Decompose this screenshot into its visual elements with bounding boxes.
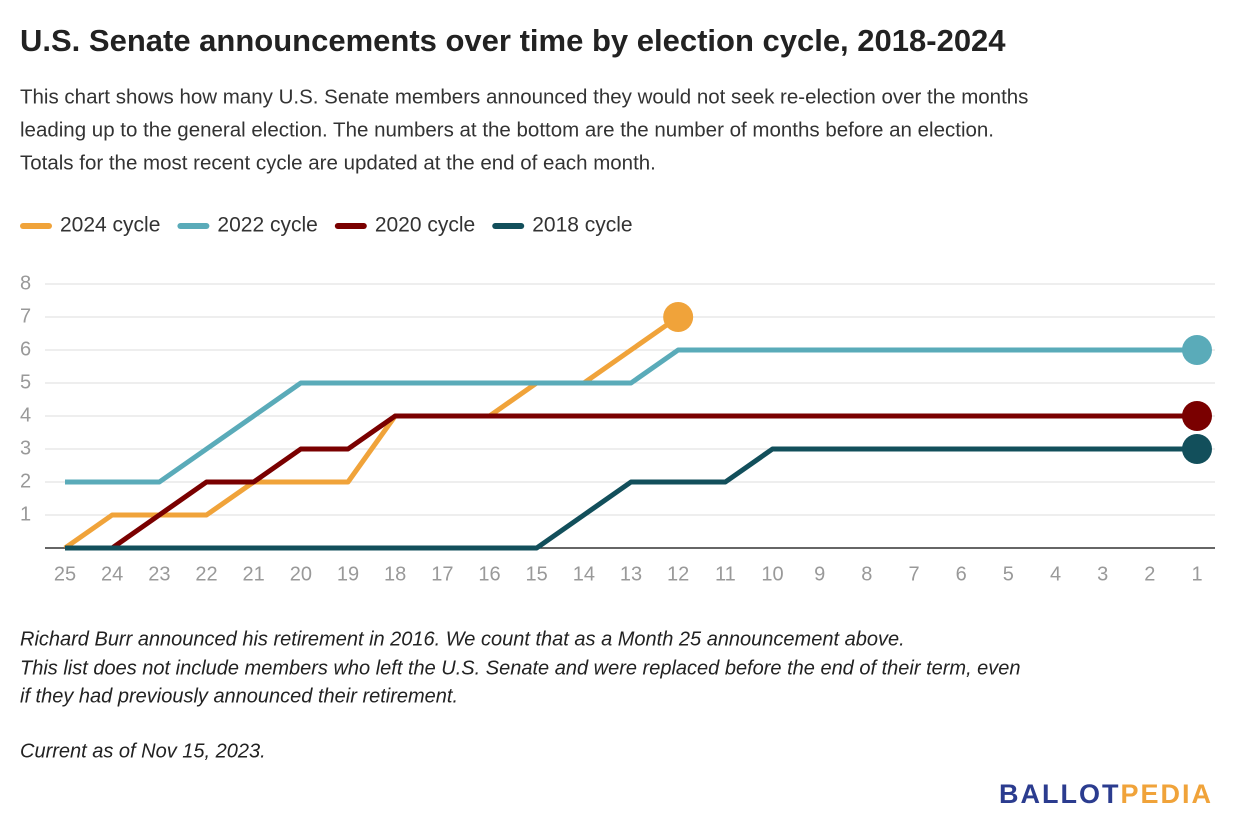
x-tick-label: 15 [526,563,548,585]
x-tick-label: 12 [667,563,689,585]
y-tick-label: 3 [20,437,31,459]
note: Current as of Nov 15, 2023. [20,740,266,762]
legend-swatch [20,223,52,229]
legend-label: 2020 cycle [375,214,475,237]
note: This list does not include members who l… [20,657,1021,679]
x-tick-label: 19 [337,563,359,585]
x-tick-label: 4 [1050,563,1061,585]
x-tick-label: 25 [54,563,76,585]
subtitle: Totals for the most recent cycle are upd… [20,151,656,174]
legend-swatch [177,223,210,229]
note: if they had previously announced their r… [20,685,458,707]
y-tick-label: 1 [20,503,31,525]
x-tick-label: 9 [814,563,825,585]
x-tick-label: 17 [431,563,453,585]
subtitle: This chart shows how many U.S. Senate me… [20,85,1028,108]
logo: BALLOTPEDIA [999,779,1213,809]
subtitle: leading up to the general election. The … [20,118,994,141]
end-dot [1182,434,1212,464]
y-tick-label: 8 [20,272,31,294]
y-tick-label: 5 [20,371,31,393]
series-line [65,413,1197,551]
x-tick-label: 14 [573,563,595,585]
x-tick-label: 6 [956,563,967,585]
x-tick-label: 20 [290,563,312,585]
x-tick-label: 8 [861,563,872,585]
end-dot [1182,335,1212,365]
x-tick-label: 18 [384,563,406,585]
x-tick-label: 1 [1191,563,1202,585]
legend-label: 2022 cycle [217,214,317,237]
logo-part: BALLOT [999,779,1120,809]
x-tick-label: 22 [195,563,217,585]
chart-title: U.S. Senate announcements over time by e… [20,23,1006,58]
y-tick-label: 7 [20,305,31,327]
y-tick-label: 6 [20,338,31,360]
x-tick-label: 2 [1144,563,1155,585]
series-line [65,347,1197,485]
y-tick-label: 4 [20,404,31,426]
note: Richard Burr announced his retirement in… [20,628,905,650]
x-tick-label: 7 [908,563,919,585]
end-dot [663,302,694,332]
x-tick-label: 10 [761,563,783,585]
x-tick-label: 5 [1003,563,1014,585]
y-tick-label: 2 [20,470,31,492]
x-tick-label: 3 [1097,563,1108,585]
x-tick-label: 24 [101,563,123,585]
legend-swatch [334,223,367,229]
legend-label: 2018 cycle [532,214,632,237]
x-tick-label: 16 [478,563,500,585]
legend-label: 2024 cycle [60,214,160,237]
end-dot [1182,401,1212,431]
legend-swatch [492,223,525,229]
x-tick-label: 13 [620,563,642,585]
logo-part: PEDIA [1120,779,1213,809]
x-tick-label: 11 [715,563,736,585]
x-tick-label: 23 [148,563,170,585]
x-tick-label: 21 [243,563,265,585]
series-line [65,446,1197,551]
